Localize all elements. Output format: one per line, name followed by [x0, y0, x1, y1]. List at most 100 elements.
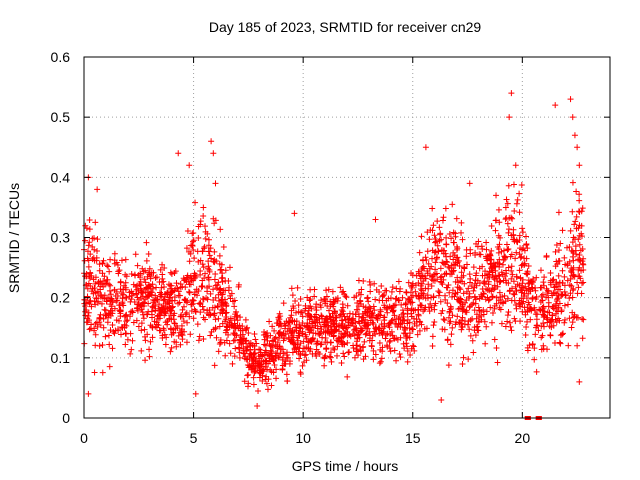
data-point — [338, 339, 345, 346]
data-point — [508, 327, 515, 334]
data-point — [204, 230, 211, 237]
data-point — [217, 337, 224, 344]
data-point — [94, 323, 101, 330]
data-point — [237, 314, 244, 321]
data-point — [270, 357, 277, 364]
data-point — [85, 273, 92, 280]
data-point — [566, 315, 573, 322]
data-point — [441, 317, 448, 324]
data-point — [187, 250, 194, 257]
data-point — [257, 346, 264, 353]
data-point — [513, 288, 520, 295]
data-point — [450, 239, 457, 246]
data-point — [389, 284, 396, 291]
data-point — [180, 303, 187, 310]
data-point — [569, 287, 576, 294]
data-point — [521, 290, 528, 297]
data-point — [418, 280, 425, 287]
data-point — [157, 266, 164, 273]
data-point — [299, 362, 306, 369]
data-point — [373, 324, 380, 331]
data-point — [484, 286, 491, 293]
data-point — [470, 287, 477, 294]
data-point — [459, 360, 466, 367]
data-point — [506, 319, 513, 326]
data-point — [391, 312, 398, 319]
data-point — [355, 318, 362, 325]
data-point — [415, 279, 422, 286]
data-point — [422, 295, 429, 302]
data-point — [210, 150, 217, 157]
data-point — [105, 294, 112, 301]
data-point — [437, 230, 444, 237]
data-point — [355, 352, 362, 359]
data-point — [427, 300, 434, 307]
data-point — [521, 260, 528, 267]
data-point — [182, 297, 189, 304]
data-point — [416, 249, 423, 256]
data-point — [162, 308, 169, 315]
data-point — [228, 290, 235, 297]
data-point — [222, 267, 229, 274]
data-point — [175, 150, 182, 157]
data-point — [307, 296, 314, 303]
data-point — [505, 245, 512, 252]
data-point — [148, 289, 155, 296]
data-point — [106, 287, 113, 294]
data-point — [240, 350, 247, 357]
data-point — [152, 274, 159, 281]
y-tick-label: 0.4 — [51, 169, 71, 185]
data-point — [568, 324, 575, 331]
data-point — [579, 335, 586, 342]
data-point — [448, 331, 455, 338]
data-point — [501, 247, 508, 254]
data-point — [377, 358, 384, 365]
data-point — [545, 294, 552, 301]
data-point — [111, 330, 118, 337]
data-point — [449, 312, 456, 319]
data-point — [126, 289, 133, 296]
data-point — [339, 308, 346, 315]
data-point — [134, 262, 141, 269]
data-point — [511, 207, 518, 214]
y-tick-label: 0.3 — [51, 230, 71, 246]
data-point — [127, 313, 134, 320]
data-point — [175, 300, 182, 307]
data-point — [235, 281, 242, 288]
data-point — [310, 324, 317, 331]
data-point — [507, 253, 514, 260]
data-point — [417, 319, 424, 326]
data-point — [514, 196, 521, 203]
data-point — [199, 303, 206, 310]
data-point — [190, 237, 197, 244]
data-point — [488, 222, 495, 229]
data-point — [129, 337, 136, 344]
data-point — [445, 314, 452, 321]
data-point — [92, 280, 99, 287]
data-point — [258, 353, 265, 360]
data-point — [456, 263, 463, 270]
data-point — [317, 341, 324, 348]
data-point — [186, 313, 193, 320]
data-point — [294, 334, 301, 341]
data-point — [85, 257, 92, 264]
data-point — [247, 346, 254, 353]
data-point — [187, 331, 194, 338]
data-point — [443, 284, 450, 291]
data-point — [533, 322, 540, 329]
data-point — [392, 320, 399, 327]
data-point — [468, 283, 475, 290]
data-point — [288, 285, 295, 292]
data-point — [243, 337, 250, 344]
data-point — [501, 273, 508, 280]
data-point — [555, 209, 562, 216]
data-point — [343, 294, 350, 301]
data-point — [577, 275, 584, 282]
data-point — [569, 266, 576, 273]
data-point — [508, 90, 515, 97]
data-point — [154, 296, 161, 303]
data-point — [92, 289, 99, 296]
data-point — [92, 219, 99, 226]
data-point — [166, 316, 173, 323]
data-point — [428, 263, 435, 270]
